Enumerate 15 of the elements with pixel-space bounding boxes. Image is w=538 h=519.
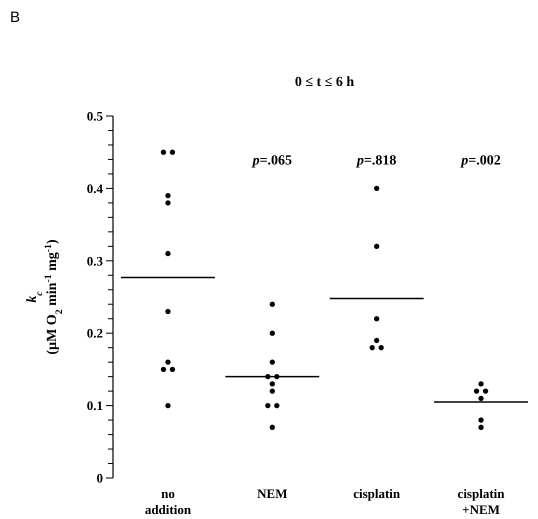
text: B — [10, 9, 20, 26]
y-tick-label: 0 — [96, 470, 103, 486]
x-tick-label: cisplatin +NEM — [458, 486, 506, 517]
chart-title: 0 ≤ t ≤ 6 h — [294, 75, 354, 90]
annotation: p=.818 — [356, 153, 396, 168]
y-tick-label: 0.5 — [86, 108, 104, 124]
x-tick-label: cisplatin — [353, 486, 401, 501]
x-tick-label: NEM — [257, 486, 288, 501]
annotation: p=.065 — [252, 153, 292, 168]
annotation: p=.002 — [460, 153, 501, 168]
y-tick-label: 0.2 — [86, 326, 103, 341]
y-tick-label: 0.1 — [86, 398, 103, 414]
x-tick-label: no addition — [144, 486, 192, 517]
y-tick-label: 0.3 — [86, 253, 104, 268]
y-tick-label: 0.4 — [86, 180, 104, 196]
